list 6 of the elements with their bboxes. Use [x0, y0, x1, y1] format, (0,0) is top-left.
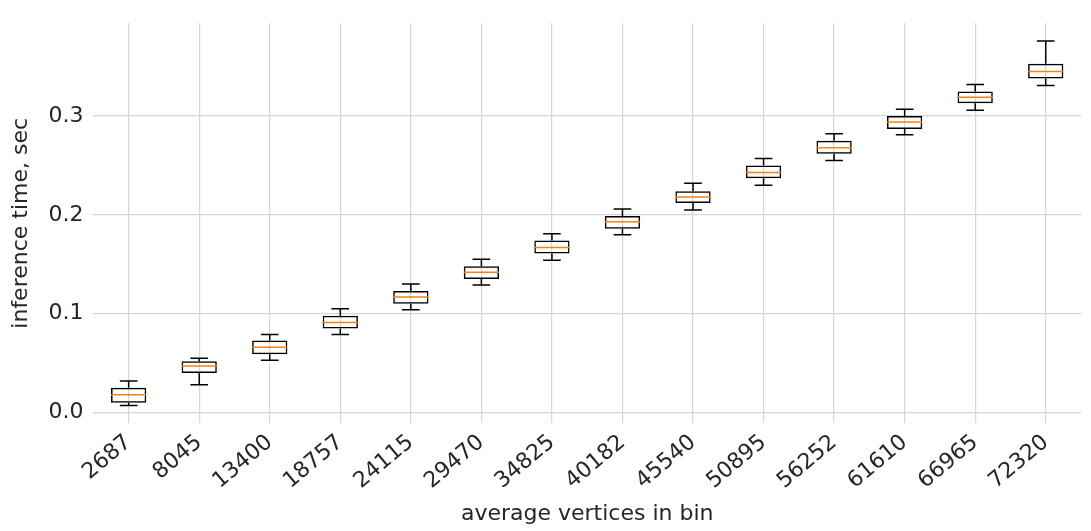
x-axis-title: average vertices in bin	[460, 499, 714, 525]
y-tick-label: 0.1	[48, 299, 84, 325]
y-axis-title: inference time, sec	[6, 117, 32, 329]
y-tick-label: 0.2	[48, 200, 84, 226]
y-tick-label: 0.0	[48, 398, 84, 424]
y-tick-label: 0.3	[48, 101, 84, 127]
